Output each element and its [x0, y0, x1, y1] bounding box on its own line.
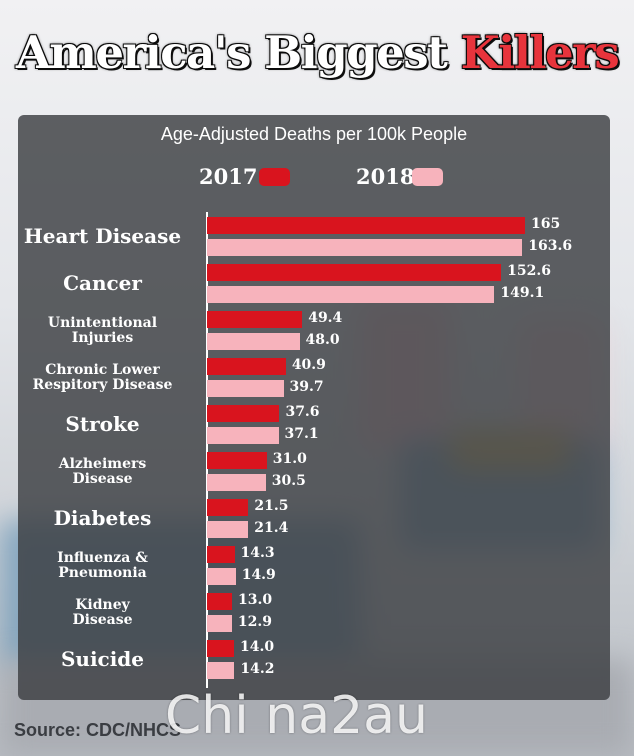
bar-2017: [207, 358, 286, 375]
bar-2018: [207, 568, 236, 585]
category-label: Heart Disease: [0, 226, 205, 247]
category-label: Kidney Disease: [0, 598, 205, 627]
bar-2018: [207, 427, 279, 444]
bar-2017: [207, 593, 233, 610]
source-credit: Source: CDC/NHCS: [14, 720, 182, 740]
bar-2018: [207, 521, 249, 538]
category-label: Influenza & Pneumonia: [0, 551, 205, 580]
data-label-2017: 14.0: [239, 639, 275, 655]
data-label-2017: 49.4: [308, 310, 343, 326]
category-label-line: Disease: [72, 611, 133, 628]
data-label-2018: 48.0: [305, 332, 340, 348]
data-label-2018: 14.2: [240, 661, 275, 677]
data-label-2018: 39.7: [289, 379, 324, 395]
title-accent: Killers: [460, 26, 620, 79]
category-label-line: Disease: [72, 470, 133, 487]
category-label-line: Chronic Lower: [45, 362, 160, 378]
bar-2017: [207, 405, 280, 422]
legend-label-2017: 2017: [199, 164, 258, 189]
legend-swatch-2017: [259, 168, 290, 186]
category-label-line: Stroke: [65, 412, 140, 436]
bar-2017: [207, 546, 235, 563]
data-label-2018: 163.6: [528, 238, 573, 254]
bar-2018: [207, 239, 523, 256]
category-label-line: Cancer: [63, 271, 142, 295]
data-label-2018: 21.4: [254, 520, 289, 536]
page-title: America's Biggest Killers: [0, 26, 634, 79]
bar-2017: [207, 640, 234, 657]
category-label: Unintentional Injuries: [0, 316, 205, 345]
y-axis-line: [206, 212, 208, 688]
bar-2018: [207, 615, 232, 632]
category-label: Chronic Lower Respitory Disease: [0, 363, 205, 392]
data-label-2018: 149.1: [500, 285, 545, 301]
data-label-2018: 30.5: [271, 473, 306, 489]
data-label-2017: 13.0: [238, 592, 273, 608]
category-label: Stroke: [0, 414, 205, 435]
category-label-line: Pneumonia: [58, 564, 147, 581]
category-label: Alzheimers Disease: [0, 457, 205, 486]
category-label-line: Unintentional: [47, 315, 158, 331]
category-label-line: Alzheimers: [58, 456, 147, 472]
data-label-2017: 14.3: [240, 545, 275, 561]
bar-2018: [207, 333, 300, 350]
legend-label-2018: 2018: [356, 164, 415, 189]
watermark: Chi na2au: [165, 686, 428, 746]
data-label-2018: 37.1: [284, 426, 319, 442]
data-label-2017: 21.5: [254, 498, 289, 514]
bar-2018: [207, 380, 284, 397]
category-label-line: Kidney: [75, 597, 130, 613]
data-label-2017: 37.6: [285, 404, 320, 420]
chart-panel: [18, 115, 610, 700]
bar-2018: [207, 286, 495, 303]
bar-2017: [207, 217, 525, 234]
bar-2017: [207, 311, 303, 328]
data-label-2017: 40.9: [291, 357, 326, 373]
data-label-2017: 165: [531, 216, 561, 232]
data-label-2017: 31.0: [272, 451, 307, 467]
data-label-2017: 152.6: [507, 263, 551, 279]
data-label-2018: 12.9: [237, 614, 272, 630]
category-label-line: Influenza &: [57, 550, 148, 566]
bar-2017: [207, 499, 249, 516]
category-label-line: Suicide: [60, 647, 145, 671]
category-label: Diabetes: [0, 508, 205, 529]
data-label-2018: 14.9: [241, 567, 276, 583]
bar-2018: [207, 662, 235, 679]
category-label-line: Injuries: [71, 329, 134, 346]
category-label-line: Respitory Disease: [32, 376, 173, 393]
category-label: Cancer: [0, 273, 205, 294]
category-label-line: Diabetes: [53, 506, 152, 530]
category-label-line: Heart Disease: [23, 224, 182, 248]
bar-2017: [207, 264, 502, 281]
category-label: Suicide: [0, 649, 205, 670]
title-main: America's Biggest: [15, 26, 448, 79]
bar-2018: [207, 474, 266, 491]
chart-subtitle: Age-Adjusted Deaths per 100k People: [160, 124, 468, 144]
bar-2017: [207, 452, 267, 469]
legend-swatch-2018: [412, 168, 443, 186]
